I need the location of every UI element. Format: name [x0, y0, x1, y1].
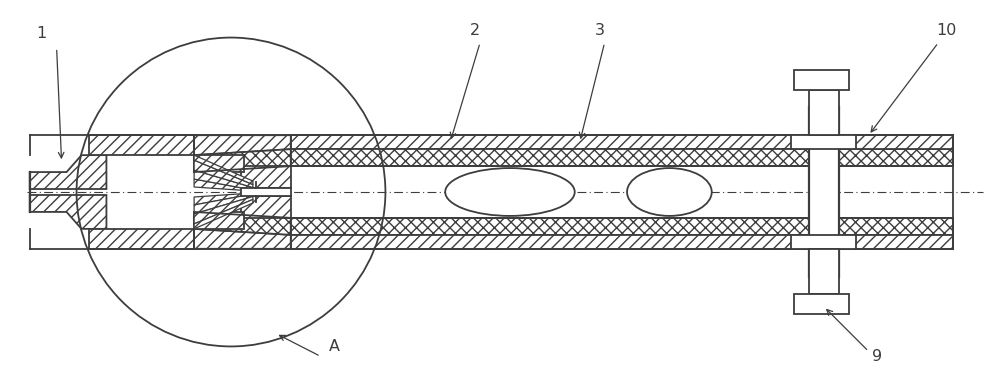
Polygon shape [194, 135, 291, 155]
Polygon shape [30, 195, 106, 229]
Polygon shape [194, 149, 291, 172]
Ellipse shape [445, 168, 575, 216]
Bar [794, 294, 849, 314]
Polygon shape [194, 212, 291, 235]
Bar [291, 235, 834, 249]
Bar [291, 135, 834, 149]
Bar [791, 235, 856, 249]
Polygon shape [194, 179, 253, 191]
Bar [839, 149, 953, 166]
Polygon shape [194, 194, 253, 214]
Bar [839, 135, 953, 149]
Bar [241, 166, 291, 188]
Bar [241, 196, 291, 218]
Polygon shape [194, 199, 253, 229]
Bar [291, 218, 834, 235]
Polygon shape [194, 170, 253, 190]
Polygon shape [194, 160, 253, 187]
Text: A: A [329, 339, 340, 354]
Polygon shape [194, 229, 291, 249]
Text: 1: 1 [37, 26, 47, 41]
Bar [809, 249, 839, 294]
Text: 10: 10 [936, 23, 957, 38]
Polygon shape [194, 197, 253, 224]
Polygon shape [194, 155, 253, 185]
Bar [809, 90, 839, 135]
Text: 3: 3 [595, 23, 605, 38]
Bar [839, 218, 953, 235]
Bar [89, 135, 194, 155]
Bar [791, 135, 856, 149]
Polygon shape [194, 193, 253, 205]
Bar [89, 229, 194, 249]
Bar [839, 235, 953, 249]
Text: 9: 9 [872, 349, 882, 364]
Ellipse shape [627, 168, 712, 216]
Text: 2: 2 [470, 23, 480, 38]
Bar [794, 70, 849, 90]
Polygon shape [30, 155, 106, 189]
Bar [194, 212, 244, 229]
Bar [809, 107, 839, 277]
Bar [291, 149, 834, 166]
Bar [194, 155, 244, 172]
Bar [241, 188, 291, 196]
